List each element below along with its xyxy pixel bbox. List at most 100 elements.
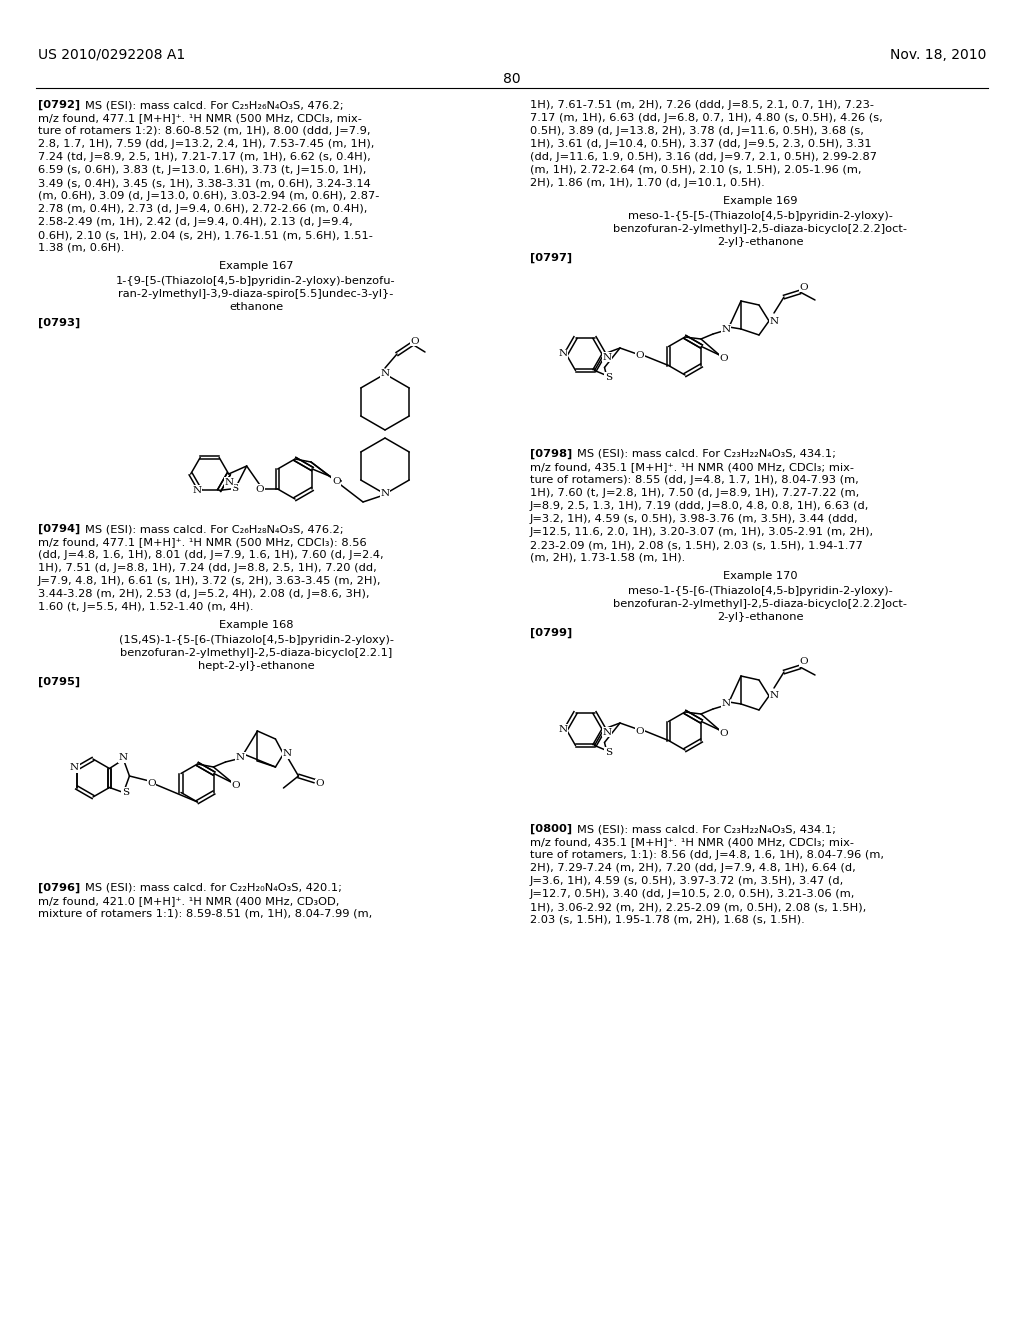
Text: J=12.7, 0.5H), 3.40 (dd, J=10.5, 2.0, 0.5H), 3.21-3.06 (m,: J=12.7, 0.5H), 3.40 (dd, J=10.5, 2.0, 0.… bbox=[530, 888, 855, 899]
Text: O: O bbox=[411, 337, 419, 346]
Text: ture of rotamers): 8.55 (dd, J=4.8, 1.7, 1H), 8.04-7.93 (m,: ture of rotamers): 8.55 (dd, J=4.8, 1.7,… bbox=[530, 475, 859, 484]
Text: m/z found, 477.1 [M+H]⁺. ¹H NMR (500 MHz, CDCl₃): 8.56: m/z found, 477.1 [M+H]⁺. ¹H NMR (500 MHz… bbox=[38, 537, 367, 546]
Text: (m, 1H), 2.72-2.64 (m, 0.5H), 2.10 (s, 1.5H), 2.05-1.96 (m,: (m, 1H), 2.72-2.64 (m, 0.5H), 2.10 (s, 1… bbox=[530, 165, 861, 176]
Text: N: N bbox=[236, 752, 245, 762]
Text: N: N bbox=[769, 317, 778, 326]
Text: 1H), 7.61-7.51 (m, 2H), 7.26 (ddd, J=8.5, 2.1, 0.7, 1H), 7.23-: 1H), 7.61-7.51 (m, 2H), 7.26 (ddd, J=8.5… bbox=[530, 100, 874, 110]
Text: 1H), 3.61 (d, J=10.4, 0.5H), 3.37 (dd, J=9.5, 2.3, 0.5H), 3.31: 1H), 3.61 (d, J=10.4, 0.5H), 3.37 (dd, J… bbox=[530, 139, 871, 149]
Text: J=7.9, 4.8, 1H), 6.61 (s, 1H), 3.72 (s, 2H), 3.63-3.45 (m, 2H),: J=7.9, 4.8, 1H), 6.61 (s, 1H), 3.72 (s, … bbox=[38, 576, 382, 586]
Text: O: O bbox=[255, 484, 264, 494]
Text: 1.38 (m, 0.6H).: 1.38 (m, 0.6H). bbox=[38, 243, 124, 253]
Text: 1H), 7.60 (t, J=2.8, 1H), 7.50 (d, J=8.9, 1H), 7.27-7.22 (m,: 1H), 7.60 (t, J=2.8, 1H), 7.50 (d, J=8.9… bbox=[530, 488, 859, 498]
Text: [0796]: [0796] bbox=[38, 883, 80, 894]
Text: 2.78 (m, 0.4H), 2.73 (d, J=9.4, 0.6H), 2.72-2.66 (m, 0.4H),: 2.78 (m, 0.4H), 2.73 (d, J=9.4, 0.6H), 2… bbox=[38, 205, 368, 214]
Text: benzofuran-2-ylmethyl]-2,5-diaza-bicyclo[2.2.2]oct-: benzofuran-2-ylmethyl]-2,5-diaza-bicyclo… bbox=[613, 224, 907, 234]
Text: 2.23-2.09 (m, 1H), 2.08 (s, 1.5H), 2.03 (s, 1.5H), 1.94-1.77: 2.23-2.09 (m, 1H), 2.08 (s, 1.5H), 2.03 … bbox=[530, 540, 863, 550]
Text: 2.03 (s, 1.5H), 1.95-1.78 (m, 2H), 1.68 (s, 1.5H).: 2.03 (s, 1.5H), 1.95-1.78 (m, 2H), 1.68 … bbox=[530, 915, 805, 925]
Text: hept-2-yl}-ethanone: hept-2-yl}-ethanone bbox=[198, 661, 314, 671]
Text: N: N bbox=[769, 692, 778, 701]
Text: [0799]: [0799] bbox=[530, 628, 572, 639]
Text: O: O bbox=[332, 477, 341, 486]
Text: 2.8, 1.7, 1H), 7.59 (dd, J=13.2, 2.4, 1H), 7.53-7.45 (m, 1H),: 2.8, 1.7, 1H), 7.59 (dd, J=13.2, 2.4, 1H… bbox=[38, 139, 375, 149]
Text: [0800]: [0800] bbox=[530, 824, 572, 834]
Text: N: N bbox=[70, 763, 79, 772]
Text: [0797]: [0797] bbox=[530, 253, 572, 263]
Text: N: N bbox=[722, 700, 730, 709]
Text: J=3.2, 1H), 4.59 (s, 0.5H), 3.98-3.76 (m, 3.5H), 3.44 (ddd,: J=3.2, 1H), 4.59 (s, 0.5H), 3.98-3.76 (m… bbox=[530, 513, 859, 524]
Text: ture of rotamers, 1:1): 8.56 (dd, J=4.8, 1.6, 1H), 8.04-7.96 (m,: ture of rotamers, 1:1): 8.56 (dd, J=4.8,… bbox=[530, 850, 884, 861]
Text: 2-yl}-ethanone: 2-yl}-ethanone bbox=[717, 612, 803, 622]
Text: 3.49 (s, 0.4H), 3.45 (s, 1H), 3.38-3.31 (m, 0.6H), 3.24-3.14: 3.49 (s, 0.4H), 3.45 (s, 1H), 3.38-3.31 … bbox=[38, 178, 371, 187]
Text: 80: 80 bbox=[503, 73, 521, 86]
Text: Nov. 18, 2010: Nov. 18, 2010 bbox=[890, 48, 986, 62]
Text: S: S bbox=[122, 788, 129, 797]
Text: (m, 0.6H), 3.09 (d, J=13.0, 0.6H), 3.03-2.94 (m, 0.6H), 2.87-: (m, 0.6H), 3.09 (d, J=13.0, 0.6H), 3.03-… bbox=[38, 191, 379, 201]
Text: (1S,4S)-1-{5-[6-(Thiazolo[4,5-b]pyridin-2-yloxy)-: (1S,4S)-1-{5-[6-(Thiazolo[4,5-b]pyridin-… bbox=[119, 635, 393, 645]
Text: (dd, J=11.6, 1.9, 0.5H), 3.16 (dd, J=9.7, 2.1, 0.5H), 2.99-2.87: (dd, J=11.6, 1.9, 0.5H), 3.16 (dd, J=9.7… bbox=[530, 152, 877, 162]
Text: 0.6H), 2.10 (s, 1H), 2.04 (s, 2H), 1.76-1.51 (m, 5.6H), 1.51-: 0.6H), 2.10 (s, 1H), 2.04 (s, 2H), 1.76-… bbox=[38, 230, 373, 240]
Text: 7.17 (m, 1H), 6.63 (dd, J=6.8, 0.7, 1H), 4.80 (s, 0.5H), 4.26 (s,: 7.17 (m, 1H), 6.63 (dd, J=6.8, 0.7, 1H),… bbox=[530, 114, 883, 123]
Text: 3.44-3.28 (m, 2H), 2.53 (d, J=5.2, 4H), 2.08 (d, J=8.6, 3H),: 3.44-3.28 (m, 2H), 2.53 (d, J=5.2, 4H), … bbox=[38, 589, 370, 599]
Text: N: N bbox=[119, 752, 128, 762]
Text: S: S bbox=[605, 374, 612, 381]
Text: 1-{9-[5-(Thiazolo[4,5-b]pyridin-2-yloxy)-benzofu-: 1-{9-[5-(Thiazolo[4,5-b]pyridin-2-yloxy)… bbox=[116, 276, 396, 286]
Text: 1H), 3.06-2.92 (m, 2H), 2.25-2.09 (m, 0.5H), 2.08 (s, 1.5H),: 1H), 3.06-2.92 (m, 2H), 2.25-2.09 (m, 0.… bbox=[530, 902, 866, 912]
Text: S: S bbox=[231, 484, 239, 492]
Text: m/z found, 435.1 [M+H]⁺. ¹H NMR (400 MHz, CDCl₃; mix-: m/z found, 435.1 [M+H]⁺. ¹H NMR (400 MHz… bbox=[530, 462, 854, 473]
Text: Example 169: Example 169 bbox=[723, 195, 798, 206]
Text: [0793]: [0793] bbox=[38, 318, 80, 329]
Text: m/z found, 421.0 [M+H]⁺. ¹H NMR (400 MHz, CD₃OD,: m/z found, 421.0 [M+H]⁺. ¹H NMR (400 MHz… bbox=[38, 896, 339, 906]
Text: Example 168: Example 168 bbox=[219, 620, 293, 630]
Text: J=8.9, 2.5, 1.3, 1H), 7.19 (ddd, J=8.0, 4.8, 0.8, 1H), 6.63 (d,: J=8.9, 2.5, 1.3, 1H), 7.19 (ddd, J=8.0, … bbox=[530, 502, 869, 511]
Text: MS (ESI): mass calcd. For C₂₃H₂₂N₄O₃S, 434.1;: MS (ESI): mass calcd. For C₂₃H₂₂N₄O₃S, 4… bbox=[577, 824, 836, 834]
Text: meso-1-{5-[5-(Thiazolo[4,5-b]pyridin-2-yloxy)-: meso-1-{5-[5-(Thiazolo[4,5-b]pyridin-2-y… bbox=[628, 211, 893, 220]
Text: O: O bbox=[800, 282, 808, 292]
Text: MS (ESI): mass calcd. For C₂₆H₂₈N₄O₃S, 476.2;: MS (ESI): mass calcd. For C₂₆H₂₈N₄O₃S, 4… bbox=[85, 524, 344, 535]
Text: ture of rotamers 1:2): 8.60-8.52 (m, 1H), 8.00 (ddd, J=7.9,: ture of rotamers 1:2): 8.60-8.52 (m, 1H)… bbox=[38, 125, 371, 136]
Text: [0792]: [0792] bbox=[38, 100, 80, 111]
Text: [0798]: [0798] bbox=[530, 449, 572, 459]
Text: 7.24 (td, J=8.9, 2.5, 1H), 7.21-7.17 (m, 1H), 6.62 (s, 0.4H),: 7.24 (td, J=8.9, 2.5, 1H), 7.21-7.17 (m,… bbox=[38, 152, 371, 162]
Text: O: O bbox=[147, 779, 156, 788]
Text: O: O bbox=[636, 726, 644, 735]
Text: N: N bbox=[381, 370, 389, 379]
Text: (m, 2H), 1.73-1.58 (m, 1H).: (m, 2H), 1.73-1.58 (m, 1H). bbox=[530, 553, 685, 564]
Text: Example 170: Example 170 bbox=[723, 572, 798, 581]
Text: 2-yl}-ethanone: 2-yl}-ethanone bbox=[717, 238, 803, 247]
Text: O: O bbox=[719, 729, 728, 738]
Text: N: N bbox=[603, 352, 611, 362]
Text: N: N bbox=[283, 750, 292, 759]
Text: O: O bbox=[231, 781, 241, 789]
Text: N: N bbox=[558, 725, 567, 734]
Text: m/z found, 477.1 [M+H]⁺. ¹H NMR (500 MHz, CDCl₃, mix-: m/z found, 477.1 [M+H]⁺. ¹H NMR (500 MHz… bbox=[38, 114, 361, 123]
Text: O: O bbox=[800, 657, 808, 667]
Text: 2.58-2.49 (m, 1H), 2.42 (d, J=9.4, 0.4H), 2.13 (d, J=9.4,: 2.58-2.49 (m, 1H), 2.42 (d, J=9.4, 0.4H)… bbox=[38, 216, 352, 227]
Text: O: O bbox=[315, 780, 324, 788]
Text: O: O bbox=[719, 354, 728, 363]
Text: J=3.6, 1H), 4.59 (s, 0.5H), 3.97-3.72 (m, 3.5H), 3.47 (d,: J=3.6, 1H), 4.59 (s, 0.5H), 3.97-3.72 (m… bbox=[530, 876, 844, 886]
Text: benzofuran-2-ylmethyl]-2,5-diaza-bicyclo[2.2.2]oct-: benzofuran-2-ylmethyl]-2,5-diaza-bicyclo… bbox=[613, 599, 907, 609]
Text: 1.60 (t, J=5.5, 4H), 1.52-1.40 (m, 4H).: 1.60 (t, J=5.5, 4H), 1.52-1.40 (m, 4H). bbox=[38, 602, 254, 612]
Text: US 2010/0292208 A1: US 2010/0292208 A1 bbox=[38, 48, 185, 62]
Text: 2H), 7.29-7.24 (m, 2H), 7.20 (dd, J=7.9, 4.8, 1H), 6.64 (d,: 2H), 7.29-7.24 (m, 2H), 7.20 (dd, J=7.9,… bbox=[530, 863, 856, 873]
Text: N: N bbox=[558, 350, 567, 359]
Text: N: N bbox=[722, 325, 730, 334]
Text: m/z found, 435.1 [M+H]⁺. ¹H NMR (400 MHz, CDCl₃; mix-: m/z found, 435.1 [M+H]⁺. ¹H NMR (400 MHz… bbox=[530, 837, 854, 847]
Text: J=12.5, 11.6, 2.0, 1H), 3.20-3.07 (m, 1H), 3.05-2.91 (m, 2H),: J=12.5, 11.6, 2.0, 1H), 3.20-3.07 (m, 1H… bbox=[530, 527, 874, 537]
Text: 6.59 (s, 0.6H), 3.83 (t, J=13.0, 1.6H), 3.73 (t, J=15.0, 1H),: 6.59 (s, 0.6H), 3.83 (t, J=13.0, 1.6H), … bbox=[38, 165, 367, 176]
Text: MS (ESI): mass calcd. For C₂₃H₂₂N₄O₃S, 434.1;: MS (ESI): mass calcd. For C₂₃H₂₂N₄O₃S, 4… bbox=[577, 449, 836, 459]
Text: [0795]: [0795] bbox=[38, 677, 80, 688]
Text: 1H), 7.51 (d, J=8.8, 1H), 7.24 (dd, J=8.8, 2.5, 1H), 7.20 (dd,: 1H), 7.51 (d, J=8.8, 1H), 7.24 (dd, J=8.… bbox=[38, 564, 377, 573]
Text: ran-2-ylmethyl]-3,9-diaza-spiro[5.5]undec-3-yl}-: ran-2-ylmethyl]-3,9-diaza-spiro[5.5]unde… bbox=[119, 289, 393, 300]
Text: benzofuran-2-ylmethyl]-2,5-diaza-bicyclo[2.2.1]: benzofuran-2-ylmethyl]-2,5-diaza-bicyclo… bbox=[120, 648, 392, 657]
Text: meso-1-{5-[6-(Thiazolo[4,5-b]pyridin-2-yloxy)-: meso-1-{5-[6-(Thiazolo[4,5-b]pyridin-2-y… bbox=[628, 586, 892, 597]
Text: N: N bbox=[224, 478, 233, 487]
Text: MS (ESI): mass calcd. for C₂₂H₂₀N₄O₃S, 420.1;: MS (ESI): mass calcd. for C₂₂H₂₀N₄O₃S, 4… bbox=[85, 883, 342, 894]
Text: N: N bbox=[381, 490, 389, 499]
Text: O: O bbox=[636, 351, 644, 360]
Text: ethanone: ethanone bbox=[229, 302, 283, 312]
Text: 0.5H), 3.89 (d, J=13.8, 2H), 3.78 (d, J=11.6, 0.5H), 3.68 (s,: 0.5H), 3.89 (d, J=13.8, 2H), 3.78 (d, J=… bbox=[530, 125, 864, 136]
Text: N: N bbox=[603, 727, 611, 737]
Text: MS (ESI): mass calcd. For C₂₅H₂₆N₄O₃S, 476.2;: MS (ESI): mass calcd. For C₂₅H₂₆N₄O₃S, 4… bbox=[85, 100, 344, 110]
Text: N: N bbox=[193, 486, 202, 495]
